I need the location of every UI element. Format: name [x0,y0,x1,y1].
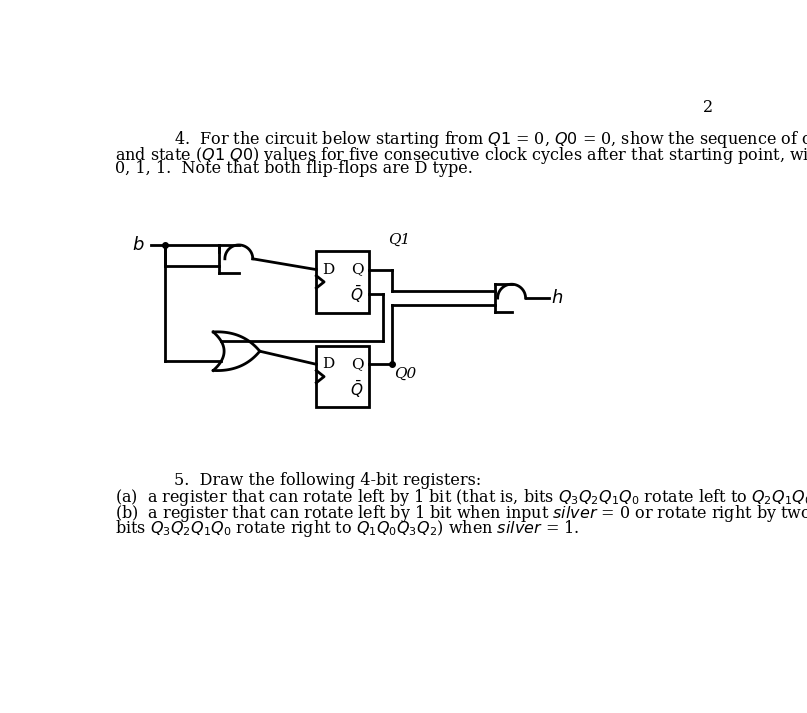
Text: D: D [322,357,334,371]
Text: and state ($\mathit{Q1}$ $\mathit{Q0}$) values for five consecutive clock cycles: and state ($\mathit{Q1}$ $\mathit{Q0}$) … [115,145,807,166]
Text: (b)  a register that can rotate left by 1 bit when input $\mathit{silver}$ = 0 o: (b) a register that can rotate left by 1… [115,503,807,524]
Text: Q0: Q0 [394,366,416,381]
Text: (a)  a register that can rotate left by 1 bit (that is, bits $Q_3Q_2Q_1Q_0$ rota: (a) a register that can rotate left by 1… [115,488,807,508]
Text: 5.  Draw the following 4-bit registers:: 5. Draw the following 4-bit registers: [174,472,482,489]
Text: $b$: $b$ [132,236,145,254]
Bar [316,346,369,407]
Text: 2: 2 [703,99,713,116]
Text: bits $Q_3Q_2Q_1Q_0$ rotate right to $Q_1Q_0Q_3Q_2$) when $\mathit{silver}$ = 1.: bits $Q_3Q_2Q_1Q_0$ rotate right to $Q_1… [115,518,579,539]
Text: 0, 1, 1.  Note that both flip-flops are D type.: 0, 1, 1. Note that both flip-flops are D… [115,160,473,178]
Bar [316,251,369,313]
Text: 4.  For the circuit below starting from $\mathit{Q1}$ = 0, $\mathit{Q0}$ = 0, sh: 4. For the circuit below starting from $… [174,130,807,150]
Text: $\bar{Q}$: $\bar{Q}$ [350,379,364,399]
Text: Q: Q [351,357,364,371]
Text: Q: Q [351,262,364,277]
Text: Q1: Q1 [388,233,411,247]
Text: $h$: $h$ [551,289,563,307]
Text: $\bar{Q}$: $\bar{Q}$ [350,284,364,304]
Text: D: D [322,262,334,277]
